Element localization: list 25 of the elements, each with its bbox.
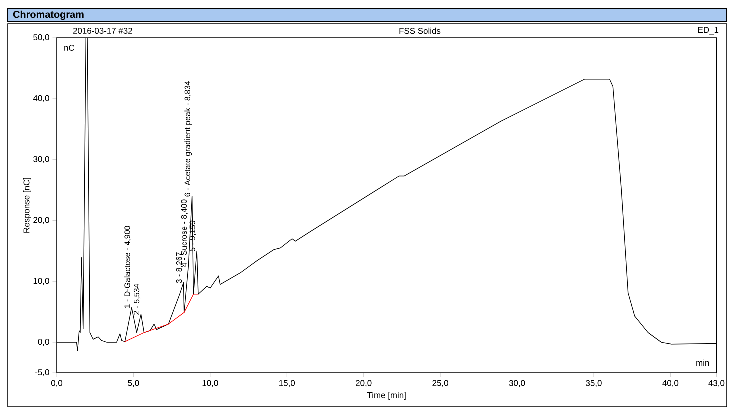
chart-title: Chromatogram bbox=[13, 10, 84, 20]
x-tick-label: 35,0 bbox=[586, 380, 602, 388]
x-tick-label: 40,0 bbox=[662, 380, 679, 388]
x-axis-title: Time [min] bbox=[367, 392, 406, 400]
text: ED_1 bbox=[698, 27, 719, 35]
y-axis-title: Response [nC] bbox=[24, 178, 32, 233]
x-tick-label: 30,0 bbox=[509, 380, 526, 388]
annotation: min bbox=[696, 360, 710, 366]
x-tick-label: 25,0 bbox=[432, 380, 448, 388]
x-tick-label: 10,0 bbox=[202, 380, 218, 388]
x-tick-label: 0,0 bbox=[51, 380, 63, 388]
annotation: nC bbox=[64, 45, 75, 52]
y-tick-label: 10,0 bbox=[34, 278, 50, 286]
chart-subtitle: FSS Solids bbox=[400, 28, 441, 34]
x-tick-label: 15,0 bbox=[280, 380, 296, 388]
y-tick-label: 40,0 bbox=[33, 95, 50, 102]
y-tick-label: 30,0 bbox=[34, 156, 50, 164]
y-tick-label: 50,0 bbox=[34, 34, 50, 42]
text: 2016-03-17 #32 bbox=[73, 28, 132, 34]
y-tick-label: 0,0 bbox=[38, 339, 50, 346]
x-tick-label: 5,0 bbox=[128, 380, 140, 388]
y-tick-label: -5,0 bbox=[36, 370, 50, 376]
y-tick-label: 20,0 bbox=[34, 217, 50, 224]
x-tick-label: 20,0 bbox=[356, 380, 372, 388]
x-tick-label: 43,0 bbox=[708, 380, 725, 388]
